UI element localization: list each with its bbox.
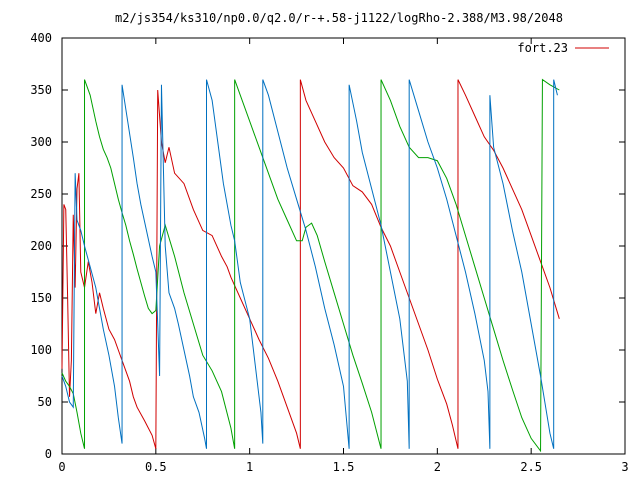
x-tick-label: 3 <box>621 460 628 474</box>
y-tick-label: 50 <box>38 395 52 409</box>
legend-label: fort.23 <box>517 41 568 55</box>
legend: fort.23 <box>517 41 609 55</box>
x-tick-label: 0.5 <box>145 460 167 474</box>
axis-ticks: 0 0.5 1 1.5 2 2.5 3 0 50 100 150 200 250 300 350 400 <box>30 31 628 474</box>
x-tick-label: 1.5 <box>333 460 355 474</box>
x-tick-label: 0 <box>58 460 65 474</box>
series-group <box>61 78 560 453</box>
x-tick-label: 2.5 <box>520 460 542 474</box>
x-tick-label: 1 <box>246 460 253 474</box>
y-tick-label: 400 <box>30 31 52 45</box>
x-tick-label: 2 <box>434 460 441 474</box>
y-tick-label: 200 <box>30 239 52 253</box>
y-tick-label: 0 <box>45 447 52 461</box>
chart-title: m2/js354/ks310/np0.0/q2.0/r-+.58-j1122/l… <box>115 11 563 25</box>
y-tick-label: 300 <box>30 135 52 149</box>
y-tick-label: 150 <box>30 291 52 305</box>
y-tick-label: 100 <box>30 343 52 357</box>
y-tick-label: 250 <box>30 187 52 201</box>
series-line-2 <box>61 78 560 453</box>
y-tick-label: 350 <box>30 83 52 97</box>
series-line-3 <box>61 79 558 449</box>
series-line-1 <box>61 79 560 449</box>
